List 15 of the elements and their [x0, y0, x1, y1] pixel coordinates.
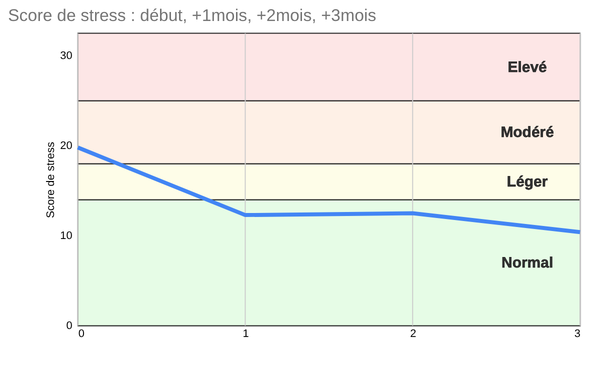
x-tick-label: 2 — [410, 328, 416, 340]
y-tick-label: 30 — [60, 50, 72, 62]
chart-title: Score de stress : début, +1mois, +2mois, +3mois — [8, 6, 376, 25]
band-label: Modéré — [500, 124, 554, 142]
y-tick-label: 20 — [60, 140, 72, 152]
band-label: Normal — [502, 254, 554, 272]
x-tick-label: 1 — [242, 328, 249, 340]
y-tick-label: 10 — [60, 230, 72, 242]
x-tick-label: 0 — [78, 328, 84, 340]
band-label: Elevé — [508, 58, 547, 76]
y-tick-label: 0 — [66, 320, 72, 332]
line-series — [76, 146, 582, 234]
x-tick-label: 3 — [574, 328, 581, 340]
y-axis-title: Score de stress — [45, 141, 58, 218]
band-label: Léger — [506, 174, 548, 191]
